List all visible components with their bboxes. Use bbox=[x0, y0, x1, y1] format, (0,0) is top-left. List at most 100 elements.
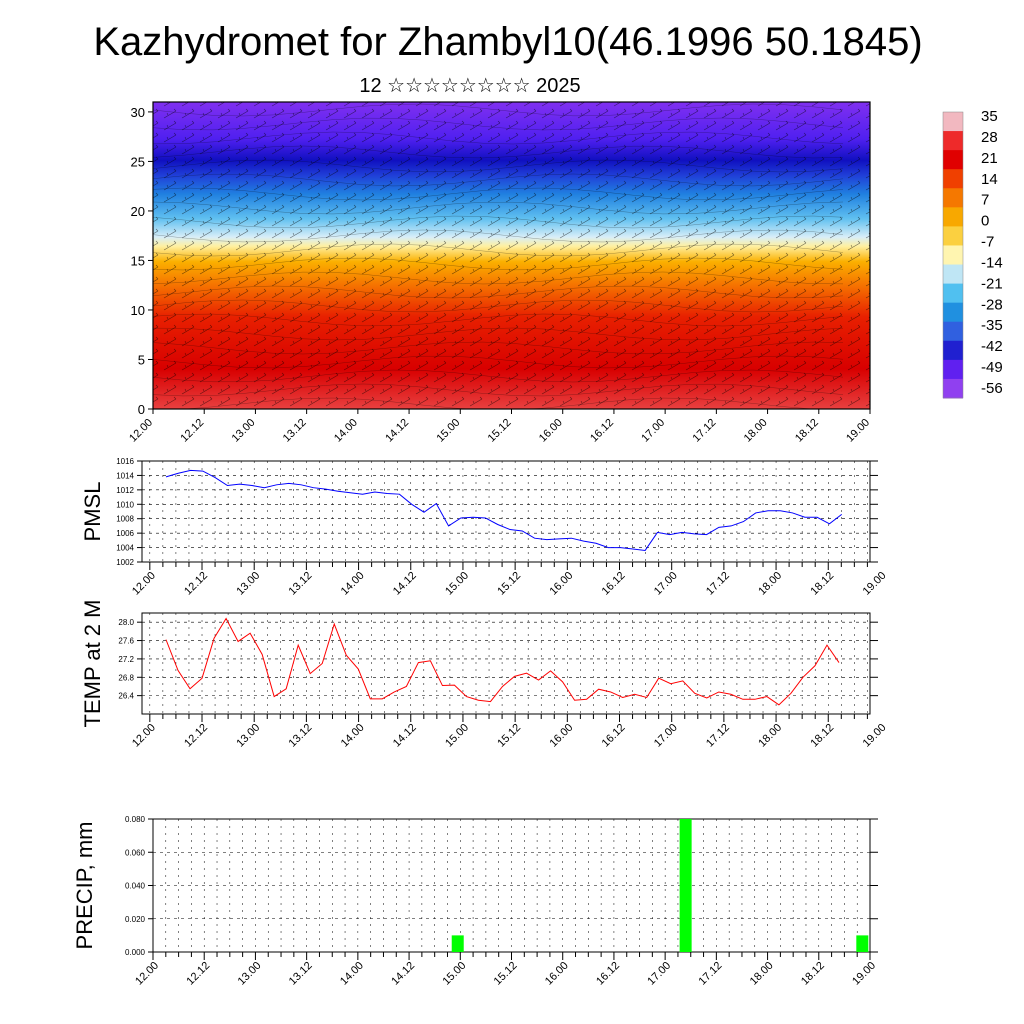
x-tick-label: 17.00 bbox=[639, 417, 667, 445]
x-tick-label: 14.00 bbox=[339, 570, 367, 598]
x-tick-label: 14.12 bbox=[391, 570, 419, 598]
colorbar-swatch bbox=[943, 378, 963, 399]
x-tick-label: 17.12 bbox=[704, 570, 732, 598]
colorbar: 35 28 21 14 7 0 -7 -14 -21 -28 -35 -42 -49 -56 bbox=[942, 108, 1003, 399]
x-tick-label: 19.00 bbox=[844, 417, 872, 445]
contour-line bbox=[153, 313, 844, 327]
x-tick-label: 17.00 bbox=[645, 960, 673, 988]
colorbar-swatch bbox=[943, 188, 963, 208]
x-tick-label: 18.12 bbox=[808, 722, 836, 750]
x-tick-label: 14.12 bbox=[391, 722, 419, 750]
colorbar-label: 35 bbox=[981, 108, 998, 125]
contour-line bbox=[153, 187, 844, 201]
colorbar-label: 7 bbox=[981, 192, 989, 209]
x-tick-label: 16.00 bbox=[543, 960, 571, 988]
x-tick-label: 19.00 bbox=[850, 960, 878, 988]
colorbar-swatch bbox=[943, 112, 963, 132]
x-tick-label: 16.00 bbox=[547, 570, 575, 598]
cross-section-panel: 0 5 10 15 20 25 30 12.00 12.12 13.00 13.12 14.00 14… bbox=[127, 101, 872, 445]
colorbar-label: -49 bbox=[981, 359, 1003, 376]
temp-panel: TEMP at 2 M 28.0 27.6 27.2 26.8 26.4 12.00 12.1… bbox=[80, 600, 889, 750]
x-tick-label: 15.12 bbox=[486, 417, 514, 445]
x-tick-label: 19.00 bbox=[861, 570, 889, 598]
x-tick-label: 12.12 bbox=[182, 722, 210, 750]
contour-line bbox=[153, 271, 844, 285]
precip-bar bbox=[451, 935, 464, 952]
y-tick-label: 0 bbox=[138, 402, 145, 417]
x-tick-label: 16.00 bbox=[547, 722, 575, 750]
contour-line bbox=[153, 117, 844, 131]
x-tick-label: 14.00 bbox=[339, 722, 367, 750]
colorbar-label: -28 bbox=[981, 296, 1003, 313]
x-tick-label: 12.00 bbox=[130, 570, 158, 598]
colorbar-label: 21 bbox=[981, 150, 998, 167]
contour-line bbox=[153, 173, 844, 187]
colorbar-swatch bbox=[943, 340, 963, 361]
page-title: Kazhydromet for Zhambyl10(46.1996 50.184… bbox=[93, 20, 922, 64]
contour-line bbox=[153, 299, 844, 313]
contour-line bbox=[153, 215, 844, 229]
x-tick-label: 18.00 bbox=[756, 570, 784, 598]
colorbar-label: -35 bbox=[981, 317, 1003, 334]
y-tick-label: 0.000 bbox=[125, 948, 146, 957]
y-axis-label: PRECIP, mm bbox=[72, 822, 97, 950]
x-tick-label: 13.00 bbox=[230, 417, 258, 445]
x-tick-label: 12.00 bbox=[130, 722, 158, 750]
colorbar-label: 14 bbox=[981, 171, 998, 188]
precip-panel: PRECIP, mm 0.080 0.060 0.040 0.020 0.000 12.00… bbox=[72, 815, 878, 988]
panel-frame bbox=[141, 612, 871, 715]
y-tick-label: 1012 bbox=[116, 486, 134, 495]
y-tick-label: 0.080 bbox=[125, 815, 146, 824]
pmsl-panel: PMSL 1016 1014 1012 1010 1008 1006 1004 1002 12.0… bbox=[80, 457, 889, 598]
page-subtitle: 12 ☆☆☆☆☆☆☆☆ 2025 bbox=[359, 75, 580, 97]
y-tick-label: 0.020 bbox=[125, 915, 146, 924]
contour-line bbox=[153, 383, 844, 397]
x-tick-label: 14.00 bbox=[338, 960, 366, 988]
x-tick-label: 17.00 bbox=[652, 570, 680, 598]
x-tick-label: 15.00 bbox=[443, 570, 471, 598]
y-tick-label: 10 bbox=[131, 303, 145, 318]
colorbar-label: -7 bbox=[981, 234, 994, 251]
x-tick-label: 14.12 bbox=[383, 417, 411, 445]
x-tick-label: 13.00 bbox=[234, 570, 262, 598]
x-tick-label: 19.00 bbox=[861, 722, 889, 750]
contour-lines bbox=[153, 103, 844, 409]
colorbar-label: -21 bbox=[981, 275, 1003, 292]
x-tick-label: 13.12 bbox=[287, 722, 315, 750]
y-tick-label: 1014 bbox=[116, 471, 134, 480]
contour-line bbox=[153, 355, 844, 369]
contour-line bbox=[153, 131, 844, 145]
x-tick-label: 13.00 bbox=[236, 960, 264, 988]
x-tick-label: 12.12 bbox=[178, 417, 206, 445]
colorbar-swatch bbox=[943, 207, 963, 227]
colorbar-label: -14 bbox=[981, 254, 1003, 271]
colorbar-label: -56 bbox=[981, 380, 1003, 397]
contour-line bbox=[153, 327, 844, 341]
x-tick-label: 16.12 bbox=[594, 960, 622, 988]
x-tick-label: 12.12 bbox=[184, 960, 212, 988]
x-tick-label: 16.12 bbox=[600, 570, 628, 598]
contour-line bbox=[153, 145, 844, 159]
x-tick-label: 18.00 bbox=[756, 722, 784, 750]
y-tick-label: 28.0 bbox=[118, 618, 134, 627]
contour-line bbox=[153, 341, 844, 355]
y-tick-label: 15 bbox=[131, 253, 145, 268]
colorbar-swatch bbox=[943, 169, 963, 189]
colorbar-swatch bbox=[943, 359, 963, 380]
x-tick-label: 14.00 bbox=[332, 417, 360, 445]
y-tick-label: 0.040 bbox=[125, 882, 146, 891]
y-tick-label: 1006 bbox=[116, 529, 134, 538]
precip-bar bbox=[856, 935, 869, 952]
x-tick-label: 17.12 bbox=[691, 417, 719, 445]
colorbar-swatch bbox=[943, 302, 963, 323]
x-tick-label: 14.12 bbox=[389, 960, 417, 988]
cross-section-y-axis: 0 5 10 15 20 25 30 bbox=[131, 105, 153, 417]
colorbar-swatch bbox=[943, 283, 963, 304]
y-axis-label: PMSL bbox=[80, 482, 105, 542]
panel-frame bbox=[141, 460, 871, 563]
colorbar-label: 28 bbox=[981, 129, 998, 146]
x-tick-label: 17.00 bbox=[652, 722, 680, 750]
x-tick-label: 17.12 bbox=[704, 722, 732, 750]
y-tick-label: 20 bbox=[131, 204, 145, 219]
